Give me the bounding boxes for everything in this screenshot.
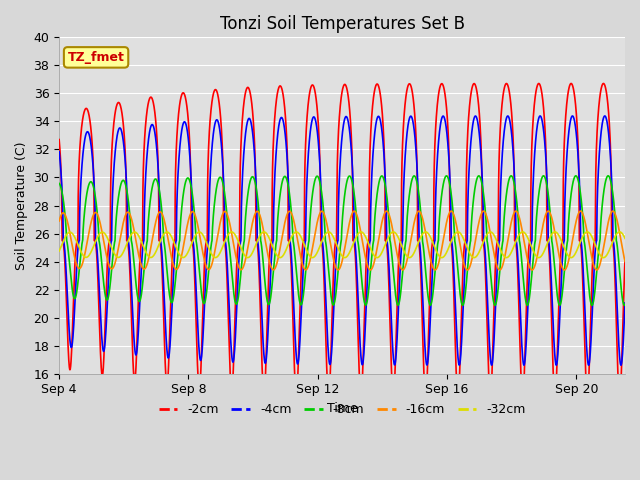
-2cm [297,282,305,288]
Line: -2cm: -2cm [59,84,625,397]
-32cm [535,255,543,261]
-8cm [154,179,161,184]
-4cm [549,316,557,322]
-4cm [621,300,629,306]
-4cm [55,149,63,155]
-32cm [584,229,591,235]
-16cm [593,267,600,273]
-8cm [297,302,305,308]
-16cm [621,259,629,264]
-32cm [154,246,161,252]
-2cm [272,99,280,105]
-16cm [154,214,161,219]
-2cm [600,81,607,86]
-2cm [120,126,127,132]
-4cm [297,323,305,328]
-32cm [549,230,557,236]
-16cm [609,208,617,214]
Title: Tonzi Soil Temperatures Set B: Tonzi Soil Temperatures Set B [220,15,465,33]
-8cm [611,204,618,210]
-32cm [55,248,63,254]
-16cm [120,218,127,224]
-32cm [272,251,280,257]
-8cm [588,302,596,308]
X-axis label: Time: Time [326,402,358,415]
-4cm [120,141,127,147]
-16cm [297,254,305,260]
-2cm [584,395,591,400]
-32cm [611,235,618,241]
Text: TZ_fmet: TZ_fmet [68,51,125,64]
-32cm [621,236,629,241]
-4cm [154,152,161,158]
-8cm [55,180,63,186]
-4cm [585,362,593,368]
-4cm [272,150,280,156]
-8cm [604,173,612,179]
-2cm [611,258,618,264]
Line: -4cm: -4cm [59,116,625,365]
-2cm [549,361,557,367]
Legend: -2cm, -4cm, -8cm, -16cm, -32cm: -2cm, -4cm, -8cm, -16cm, -32cm [154,398,531,421]
-16cm [611,209,618,215]
-8cm [272,240,280,246]
Y-axis label: Soil Temperature (C): Soil Temperature (C) [15,141,28,270]
-4cm [601,113,609,119]
-2cm [55,137,63,143]
-8cm [120,178,127,183]
-16cm [272,263,280,269]
-4cm [611,246,618,252]
Line: -8cm: -8cm [59,176,625,305]
Line: -16cm: -16cm [59,211,625,270]
-8cm [621,301,629,307]
-16cm [549,220,557,226]
Line: -32cm: -32cm [59,232,625,258]
-8cm [549,246,557,252]
-2cm [621,257,629,263]
-32cm [297,233,305,239]
-32cm [120,249,127,254]
-16cm [55,218,63,224]
-2cm [154,141,161,146]
